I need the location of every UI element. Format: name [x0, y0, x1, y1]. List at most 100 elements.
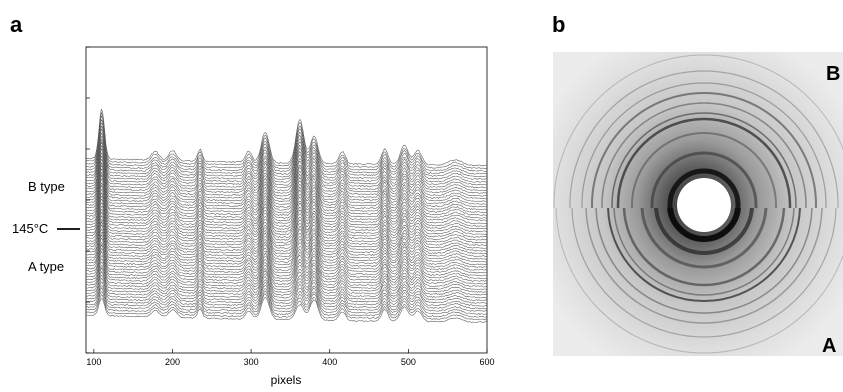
diffraction-ring	[591, 92, 817, 208]
diffraction-ring	[654, 208, 754, 255]
diffraction-ring	[585, 208, 823, 324]
diffraction-ring	[667, 168, 741, 208]
series-trace	[85, 221, 488, 260]
series-trace	[85, 261, 488, 293]
series-trace	[85, 281, 488, 310]
diffraction-ring	[581, 82, 827, 208]
series-trace	[85, 265, 488, 296]
rings-bottom-half	[555, 208, 843, 354]
series-trace	[85, 290, 488, 318]
temperature-label: 145°C	[12, 221, 48, 236]
waterfall-plot: 100 200 300 400 500 600	[85, 46, 495, 367]
series-trace	[86, 209, 488, 249]
series-trace	[85, 198, 488, 241]
series-trace	[85, 171, 488, 219]
series-trace	[85, 182, 488, 227]
panel-label-b: b	[552, 12, 565, 37]
image-label-bottom: A	[822, 335, 836, 357]
diffraction-ring	[595, 208, 813, 314]
diffraction-ring	[650, 151, 758, 208]
series-trace	[85, 125, 488, 180]
series-trace	[85, 108, 488, 167]
series-trace	[85, 284, 488, 312]
panel-label-a: a	[10, 12, 23, 37]
x-ticks: 100 200 300 400 500 600	[86, 349, 495, 367]
series-trace	[85, 152, 488, 202]
series-trace	[85, 165, 488, 214]
a-type-label: A type	[28, 259, 64, 274]
series-trace	[85, 138, 488, 191]
series-trace	[85, 155, 487, 205]
series-trace	[85, 162, 488, 211]
series-trace	[85, 168, 488, 216]
diffraction-ring	[667, 208, 741, 242]
series-trace	[85, 178, 488, 224]
series-trace	[85, 159, 487, 208]
series-trace	[85, 267, 488, 299]
series-trace	[85, 248, 488, 282]
y-ticks	[86, 46, 90, 354]
series-trace	[85, 111, 488, 169]
x-tick-label: 200	[165, 357, 180, 367]
series-trace	[85, 119, 488, 175]
series-trace	[85, 271, 488, 301]
x-tick-label: 400	[322, 357, 337, 367]
diffraction-ring	[601, 102, 807, 208]
diffraction-ring	[631, 132, 777, 208]
x-tick-label: 500	[401, 357, 416, 367]
series-trace	[85, 228, 488, 266]
series-trace	[85, 132, 488, 186]
series-trace	[85, 195, 488, 238]
series-trace	[85, 219, 488, 257]
x-tick-label: 300	[244, 357, 259, 367]
diffraction-ring	[571, 208, 837, 338]
series-trace	[85, 293, 488, 321]
series-trace	[85, 275, 488, 304]
rings-top-half	[553, 54, 843, 208]
series-trace	[85, 174, 488, 222]
series-trace	[85, 141, 488, 194]
image-label-top: B	[826, 63, 840, 85]
series-trace	[85, 145, 488, 197]
diffraction-ring	[611, 112, 797, 208]
series-trace	[85, 234, 488, 271]
series-trace	[85, 136, 487, 189]
series-trace	[85, 192, 488, 235]
series-trace	[86, 296, 488, 324]
diffraction-ring	[555, 208, 843, 354]
b-type-label: B type	[28, 179, 65, 194]
series-trace	[85, 287, 488, 315]
series-trace	[85, 202, 488, 244]
series-trace	[85, 258, 488, 290]
diffraction-ring	[569, 70, 839, 208]
series-trace	[85, 242, 488, 277]
series-trace	[85, 184, 488, 230]
series-trace	[85, 128, 488, 183]
series-trace	[85, 114, 488, 172]
series-trace	[85, 232, 488, 269]
trace-group	[85, 108, 488, 324]
series-trace	[85, 211, 487, 252]
series-trace	[85, 278, 488, 307]
series-trace	[85, 250, 488, 285]
x-axis-title: pixels	[271, 373, 302, 387]
diffraction-ring	[616, 117, 792, 208]
diffraction-ring	[553, 54, 843, 208]
diffraction-ring	[640, 208, 768, 269]
diffraction-ring	[613, 208, 795, 296]
diffraction-ring	[622, 208, 786, 287]
series-trace	[85, 122, 487, 178]
x-tick-label: 600	[479, 357, 494, 367]
x-tick-label: 100	[86, 357, 101, 367]
series-trace	[85, 255, 488, 288]
series-trace	[85, 215, 488, 255]
series-trace	[85, 237, 488, 274]
series-trace	[85, 148, 488, 200]
series-trace	[85, 224, 488, 263]
beam-stop	[677, 178, 731, 232]
diffraction-image	[553, 52, 843, 356]
diffraction-ring	[607, 208, 801, 302]
series-trace	[85, 189, 488, 233]
series-trace	[86, 244, 488, 280]
